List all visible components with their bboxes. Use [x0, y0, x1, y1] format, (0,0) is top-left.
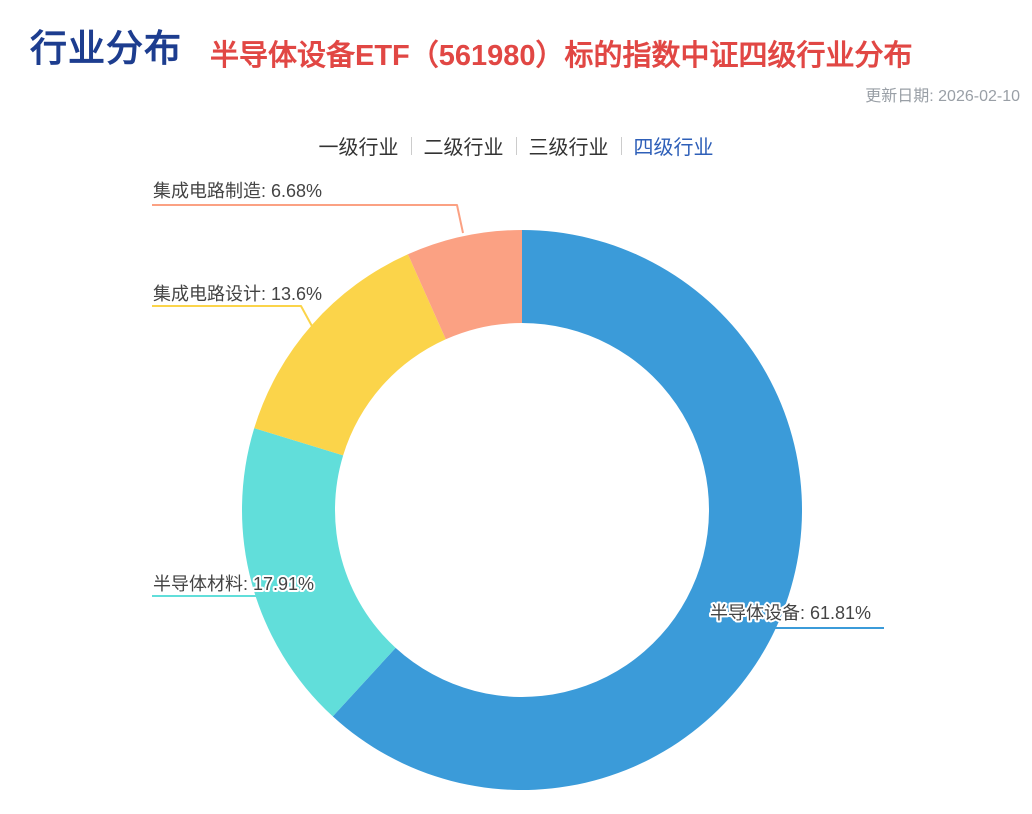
page-title: 行业分布 [30, 28, 182, 69]
tab-level-1[interactable]: 一级行业 [318, 137, 399, 159]
slice-semiconductor-equipment[interactable] [332, 230, 803, 790]
tab-separator [515, 136, 517, 155]
slice-label-ic-design: 集成电路设计: 13.6% [153, 284, 322, 304]
slice-leader-ic-design [152, 305, 314, 329]
update-date: 更新日期: 2026-02-10 [865, 88, 1020, 105]
tab-separator [410, 136, 412, 155]
slice-semiconductor-materials[interactable] [241, 428, 396, 717]
slice-label-semiconductor-materials: 半导体材料: 17.91% [153, 574, 314, 594]
slice-label-semiconductor-equipment: 半导体设备: 61.81% [710, 603, 871, 623]
slice-label-ic-manufacturing: 集成电路制造: 6.68% [153, 181, 322, 201]
tab-level-4[interactable]: 四级行业 [633, 137, 714, 159]
level-tabs: 一级行业 二级行业 三级行业 四级行业 [0, 131, 1032, 160]
slice-leader-ic-manufacturing [152, 204, 464, 234]
slice-ic-design[interactable] [254, 254, 446, 456]
chart-title: 半导体设备ETF（561980）标的指数中证四级行业分布 [210, 40, 913, 72]
tab-level-2[interactable]: 二级行业 [423, 137, 504, 159]
slice-ic-manufacturing[interactable] [407, 230, 522, 340]
tab-separator [620, 136, 622, 155]
tab-level-3[interactable]: 三级行业 [528, 137, 609, 159]
